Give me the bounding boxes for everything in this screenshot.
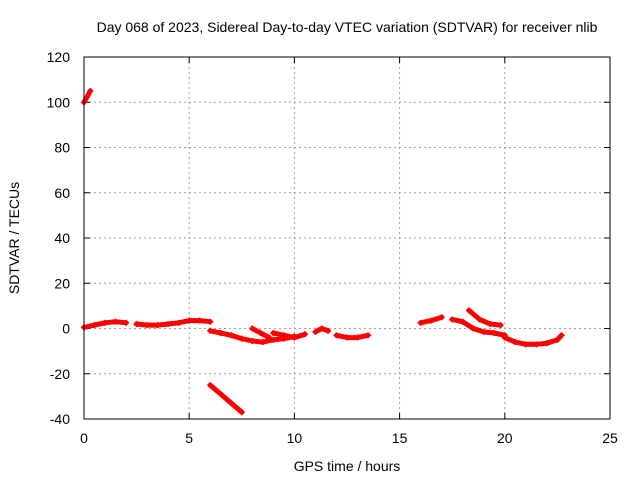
- y-tick-label: 40: [54, 230, 70, 246]
- data-point: [417, 319, 424, 326]
- series-arc-7: [312, 325, 332, 335]
- y-tick-label: 60: [54, 185, 70, 201]
- data-point: [480, 328, 487, 335]
- data-point: [470, 325, 477, 332]
- data-point: [249, 325, 256, 332]
- data-point: [333, 332, 340, 339]
- chart-title: Day 068 of 2023, Sidereal Day-to-day VTE…: [97, 19, 598, 35]
- x-axis-label: GPS time / hours: [294, 458, 401, 474]
- series-arc-5: [249, 325, 273, 341]
- data-point: [228, 332, 235, 339]
- data-point: [554, 336, 561, 343]
- data-point: [207, 318, 214, 325]
- data-point: [196, 317, 203, 324]
- data-point: [259, 339, 266, 346]
- data-point: [280, 332, 287, 339]
- series-arc-10: [417, 314, 445, 326]
- axis-ticks: [83, 56, 611, 420]
- data-point: [438, 314, 445, 321]
- x-tick-label: 5: [185, 430, 193, 446]
- data-point: [522, 341, 529, 348]
- series-arc-12: [466, 307, 504, 329]
- y-axis-label: SDTVAR / TECUs: [6, 182, 22, 294]
- series-trace: [334, 332, 371, 341]
- data-point: [344, 334, 350, 341]
- grid: [84, 57, 610, 419]
- data-point: [238, 409, 245, 416]
- series-trace: [466, 307, 504, 328]
- data-point: [491, 330, 498, 337]
- data-point: [501, 334, 508, 341]
- y-tick-label: 80: [54, 140, 70, 156]
- data-point: [449, 316, 456, 323]
- y-tick-label: 0: [62, 321, 70, 337]
- series-arc-8: [333, 332, 372, 341]
- data-point: [354, 334, 361, 341]
- data-point: [428, 317, 435, 324]
- data-point: [217, 391, 224, 398]
- x-tick-label: 20: [497, 430, 513, 446]
- data-point: [238, 335, 245, 342]
- data-point: [87, 87, 94, 94]
- data-point: [543, 340, 550, 347]
- x-tick-labels: 0 5 10 15 20 25: [80, 430, 618, 446]
- series-arc-3: [133, 317, 214, 329]
- data-point: [207, 382, 214, 389]
- data-point: [266, 334, 273, 341]
- data-point: [217, 330, 224, 337]
- y-tick-label: -40: [50, 411, 70, 427]
- y-tick-labels: -40 -20 0 20 40 60 80 100 120: [47, 49, 71, 427]
- data-point: [123, 319, 130, 326]
- data-point: [249, 337, 256, 344]
- data-point: [186, 317, 193, 324]
- data-series: [81, 87, 565, 416]
- data-point: [487, 320, 494, 327]
- data-point: [91, 322, 98, 329]
- data-point: [365, 332, 372, 339]
- data-point: [301, 331, 308, 338]
- series-arc-6: [270, 330, 308, 341]
- data-point: [270, 336, 277, 343]
- data-point: [533, 341, 540, 348]
- x-tick-label: 0: [80, 430, 88, 446]
- y-tick-label: 120: [47, 49, 71, 65]
- data-point: [291, 334, 298, 341]
- data-point: [133, 320, 140, 327]
- data-point: [497, 322, 504, 329]
- data-point: [476, 316, 483, 323]
- series-trace: [270, 330, 308, 341]
- data-point: [257, 330, 264, 337]
- x-tick-label: 25: [602, 430, 618, 446]
- x-tick-label: 15: [392, 430, 408, 446]
- data-point: [318, 325, 325, 332]
- data-point: [512, 339, 519, 346]
- series-trace: [207, 382, 245, 415]
- data-point: [312, 328, 319, 335]
- y-tick-label: 100: [47, 94, 71, 110]
- data-point: [84, 93, 91, 100]
- series-arc-11: [449, 316, 508, 339]
- series-arc-13: [501, 332, 565, 348]
- data-point: [228, 400, 235, 407]
- data-point: [207, 327, 214, 334]
- data-point: [325, 327, 332, 334]
- series-arc-2: [81, 318, 130, 331]
- data-point: [102, 319, 109, 326]
- data-point: [144, 322, 151, 329]
- data-point: [459, 318, 466, 325]
- data-point: [154, 322, 161, 329]
- plot-frame: [83, 56, 611, 420]
- data-point: [466, 307, 473, 314]
- y-tick-label: -20: [50, 366, 70, 382]
- data-point: [270, 330, 277, 337]
- data-point: [558, 332, 565, 339]
- data-point: [112, 318, 119, 325]
- series-arc-9: [207, 382, 245, 416]
- x-tick-label: 10: [287, 430, 303, 446]
- data-point: [165, 320, 172, 327]
- series-trace: [502, 332, 565, 347]
- data-point: [175, 319, 182, 326]
- y-tick-label: 20: [54, 275, 70, 291]
